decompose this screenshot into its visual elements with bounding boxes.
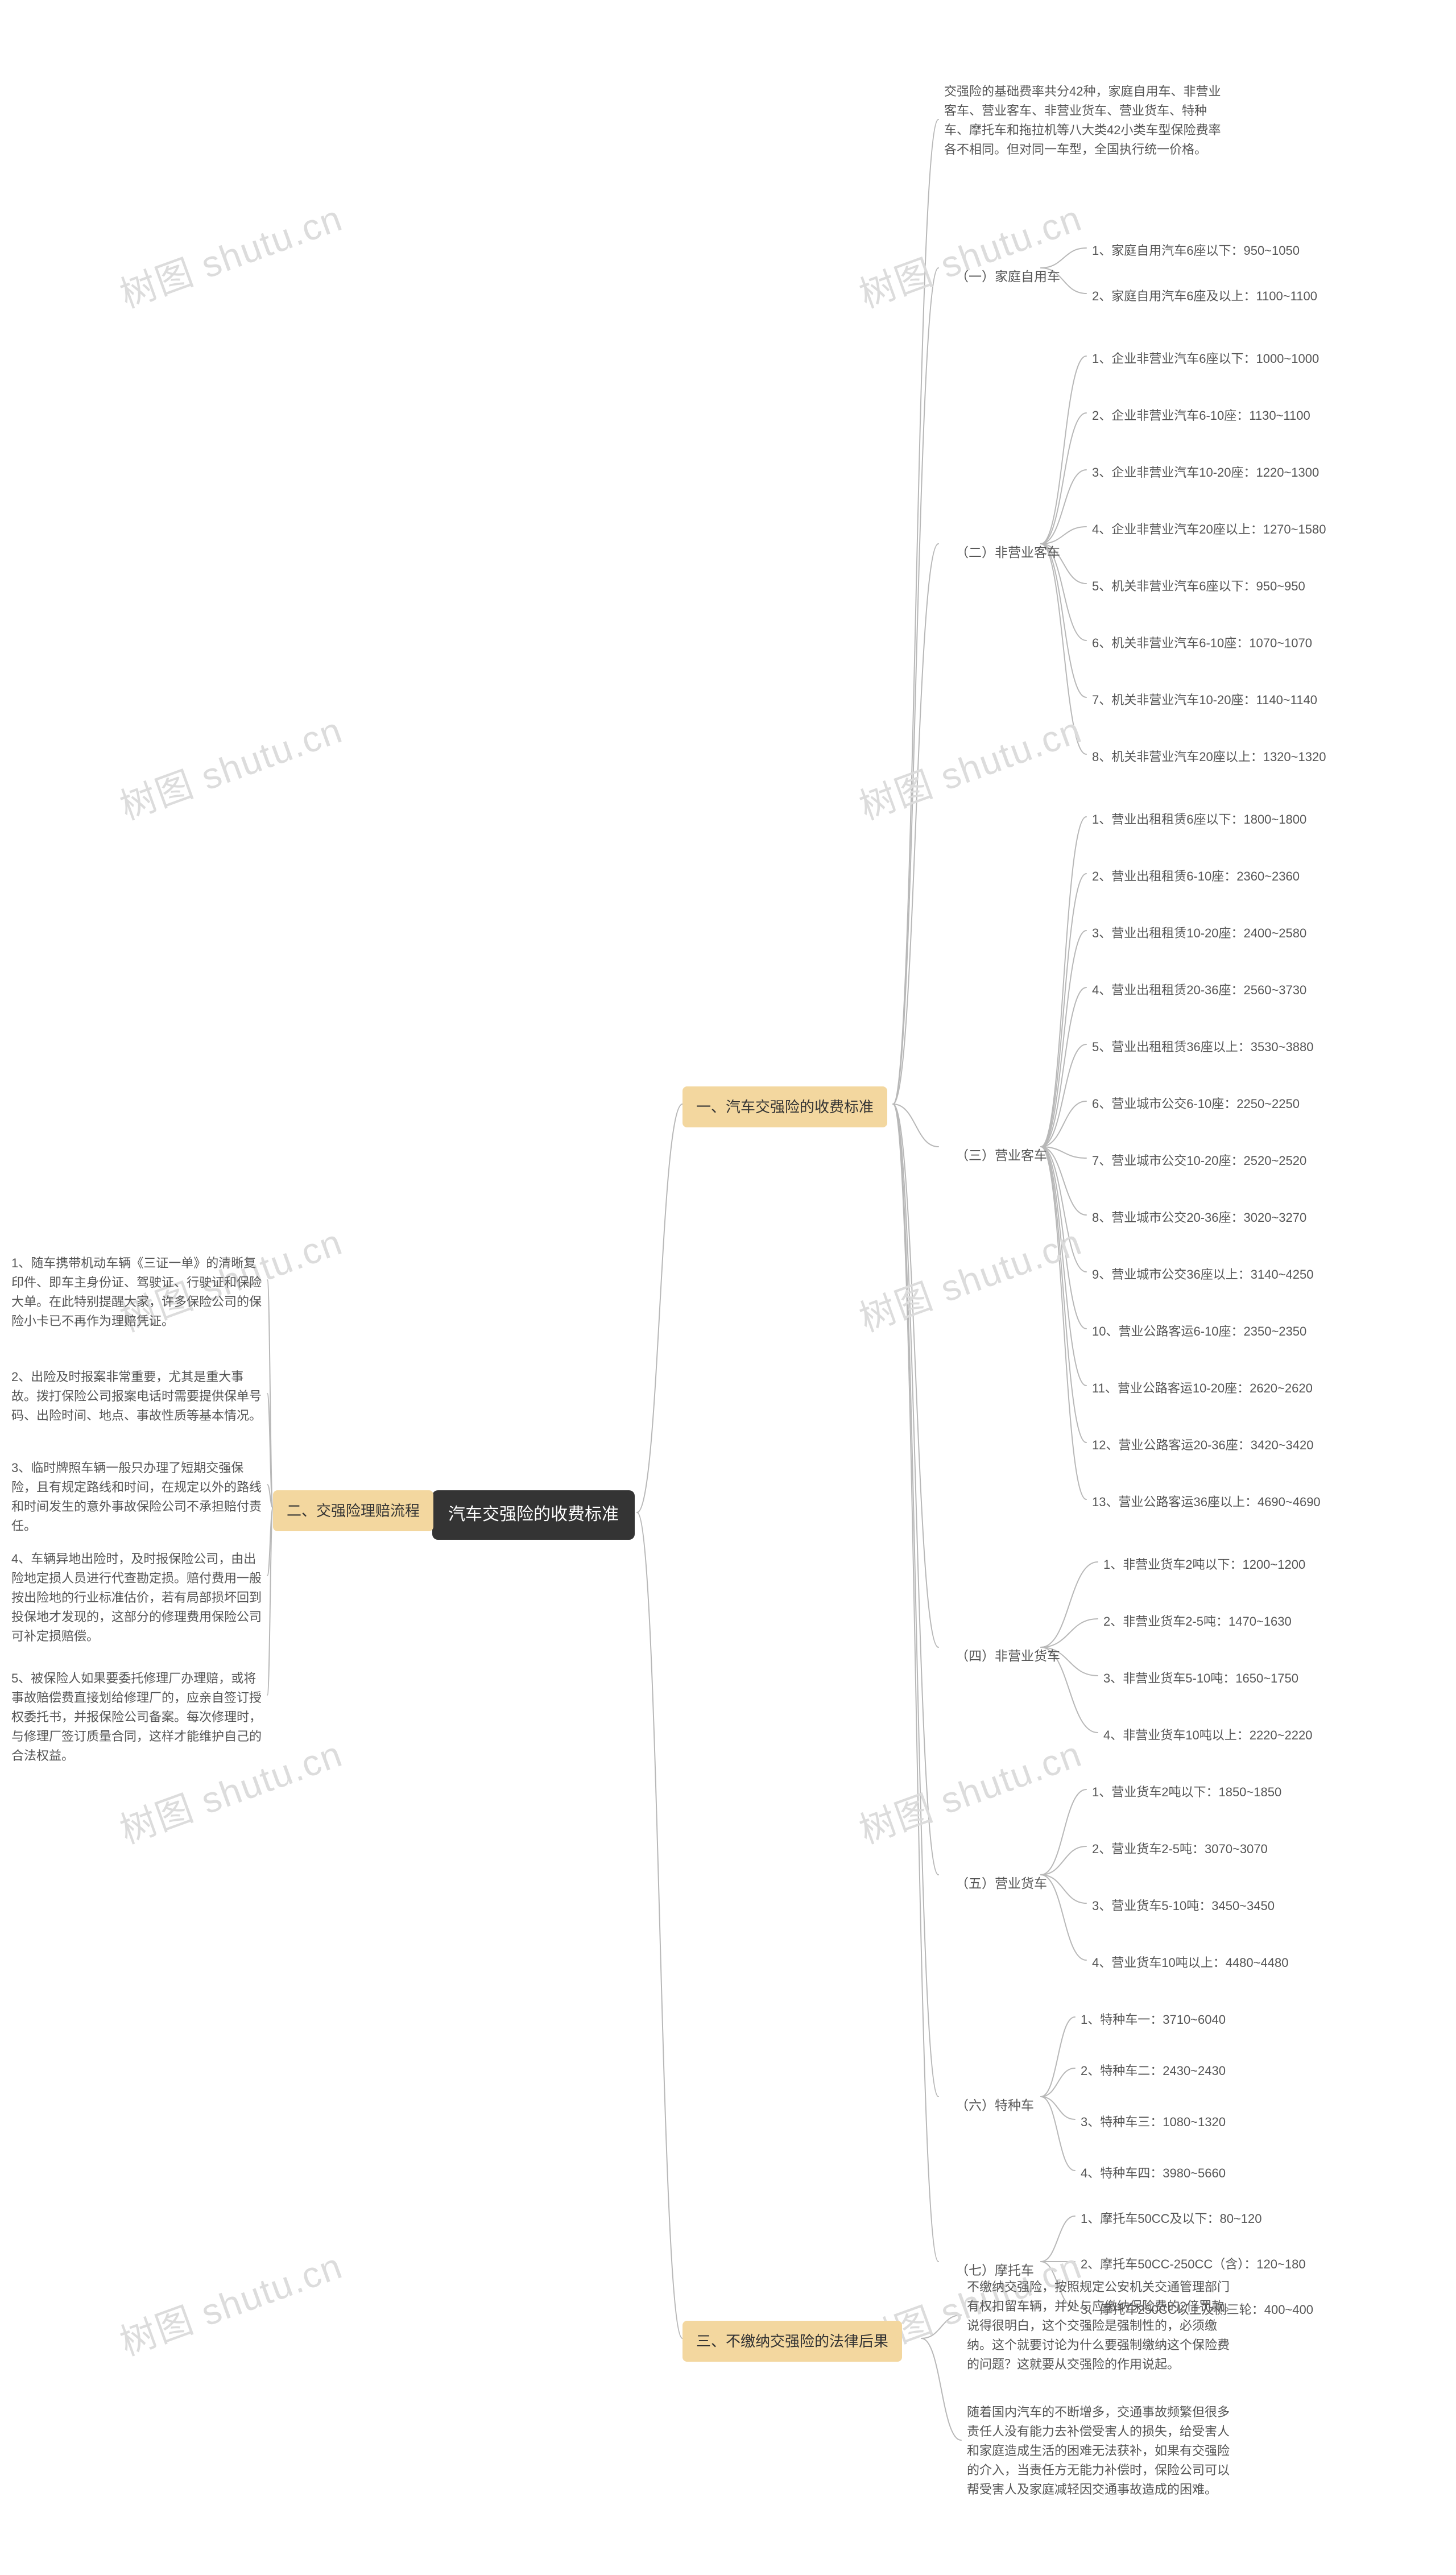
subcat-c6: （六）特种车 — [944, 2088, 1045, 2124]
leaf-c3-12: 13、营业公路客运36座以上：4690~4690 — [1092, 1490, 1321, 1514]
b3-item-1: 随着国内汽车的不断增多，交通事故频繁但很多责任人没有能力去补偿受害人的损失，给受… — [967, 2400, 1240, 2502]
watermark: 树图 shutu.cn — [112, 701, 349, 830]
branch-1: 一、汽车交强险的收费标准 — [682, 1086, 887, 1127]
subcat-c1: （一）家庭自用车 — [944, 259, 1072, 295]
leaf-c5-3: 4、营业货车10吨以上：4480~4480 — [1092, 1951, 1288, 1975]
leaf-c3-1: 2、营业出租租赁6-10座：2360~2360 — [1092, 865, 1300, 888]
leaf-c3-3: 4、营业出租租赁20-36座：2560~3730 — [1092, 978, 1306, 1002]
leaf-c3-2: 3、营业出租租赁10-20座：2400~2580 — [1092, 921, 1306, 945]
leaf-c2-3: 4、企业非营业汽车20座以上：1270~1580 — [1092, 518, 1326, 542]
leaf-c3-6: 7、营业城市公交10-20座：2520~2520 — [1092, 1149, 1306, 1173]
subcat-c3: （三）营业客车 — [944, 1138, 1058, 1174]
subcat-c4: （四）非营业货车 — [944, 1638, 1072, 1675]
leaf-c3-0: 1、营业出租租赁6座以下：1800~1800 — [1092, 808, 1306, 832]
leaf-c4-3: 4、非营业货车10吨以上：2220~2220 — [1103, 1723, 1312, 1747]
leaf-c4-1: 2、非营业货车2-5吨：1470~1630 — [1103, 1610, 1292, 1634]
leaf-c3-5: 6、营业城市公交6-10座：2250~2250 — [1092, 1092, 1300, 1116]
leaf-c6-3: 4、特种车四：3980~5660 — [1081, 2161, 1226, 2185]
leaf-c5-1: 2、营业货车2-5吨：3070~3070 — [1092, 1837, 1268, 1861]
root-node: 汽车交强险的收费标准 — [432, 1490, 635, 1540]
leaf-c1-0: 1、家庭自用汽车6座以下：950~1050 — [1092, 239, 1300, 263]
leaf-c2-2: 3、企业非营业汽车10-20座：1220~1300 — [1092, 461, 1319, 485]
leaf-c7-0: 1、摩托车50CC及以下：80~120 — [1081, 2207, 1262, 2231]
leaf-c3-11: 12、营业公路客运20-36座：3420~3420 — [1092, 1433, 1313, 1457]
branch-2: 二、交强险理赔流程 — [273, 1490, 433, 1531]
leaf-c3-8: 9、营业城市公交36座以上：3140~4250 — [1092, 1263, 1313, 1287]
subcat-c5: （五）营业货车 — [944, 1866, 1058, 1902]
leaf-c6-0: 1、特种车一：3710~6040 — [1081, 2008, 1226, 2032]
leaf-c3-10: 11、营业公路客运10-20座：2620~2620 — [1092, 1377, 1313, 1400]
leaf-c2-4: 5、机关非营业汽车6座以下：950~950 — [1092, 574, 1305, 598]
leaf-c2-0: 1、企业非营业汽车6座以下：1000~1000 — [1092, 347, 1319, 371]
watermark: 树图 shutu.cn — [851, 701, 1088, 830]
leaf-c6-2: 3、特种车三：1080~1320 — [1081, 2110, 1226, 2134]
leaf-c3-4: 5、营业出租租赁36座以上：3530~3880 — [1092, 1035, 1313, 1059]
b2-item-0: 1、随车携带机动车辆《三证一单》的清晰复印件、即车主身份证、驾驶证、行驶证和保险… — [11, 1251, 262, 1333]
watermark: 树图 shutu.cn — [112, 2237, 349, 2366]
b2-item-3: 4、车辆异地出险时，及时报保险公司，由出险地定损人员进行代查勘定损。赔付费用一般… — [11, 1547, 262, 1648]
leaf-c1-1: 2、家庭自用汽车6座及以上：1100~1100 — [1092, 284, 1317, 308]
leaf-c5-2: 3、营业货车5-10吨：3450~3450 — [1092, 1894, 1275, 1918]
leaf-c3-7: 8、营业城市公交20-36座：3020~3270 — [1092, 1206, 1306, 1230]
leaf-c2-6: 7、机关非营业汽车10-20座：1140~1140 — [1092, 688, 1317, 712]
leaf-c3-9: 10、营业公路客运6-10座：2350~2350 — [1092, 1320, 1306, 1344]
b2-item-2: 3、临时牌照车辆一般只办理了短期交强保险，且有规定路线和时间，在规定以外的路线和… — [11, 1456, 262, 1538]
b3-item-0: 不缴纳交强险，按照规定公安机关交通管理部门有权扣留车辆，并处与应缴纳保险费的2倍… — [967, 2275, 1240, 2376]
b1-intro: 交强险的基础费率共分42种，家庭自用车、非营业客车、营业客车、非营业货车、营业货… — [944, 80, 1228, 162]
leaf-c2-7: 8、机关非营业汽车20座以上：1320~1320 — [1092, 745, 1326, 769]
b2-item-1: 2、出险及时报案非常重要，尤其是重大事故。拨打保险公司报案电话时需要提供保单号码… — [11, 1365, 262, 1428]
subcat-c2: （二）非营业客车 — [944, 535, 1072, 571]
watermark: 树图 shutu.cn — [851, 1725, 1088, 1854]
b2-item-4: 5、被保险人如果要委托修理厂办理赔，或将事故赔偿费直接划给修理厂的，应亲自签订授… — [11, 1667, 262, 1768]
leaf-c4-2: 3、非营业货车5-10吨：1650~1750 — [1103, 1667, 1298, 1691]
watermark: 树图 shutu.cn — [851, 189, 1088, 319]
leaf-c5-0: 1、营业货车2吨以下：1850~1850 — [1092, 1780, 1281, 1804]
branch-3: 三、不缴纳交强险的法律后果 — [682, 2321, 902, 2362]
leaf-c7-1: 2、摩托车50CC-250CC（含）：120~180 — [1081, 2252, 1306, 2276]
leaf-c2-5: 6、机关非营业汽车6-10座：1070~1070 — [1092, 631, 1312, 655]
watermark: 树图 shutu.cn — [112, 189, 349, 319]
leaf-c2-1: 2、企业非营业汽车6-10座：1130~1100 — [1092, 404, 1310, 428]
leaf-c4-0: 1、非营业货车2吨以下：1200~1200 — [1103, 1553, 1305, 1577]
watermark: 树图 shutu.cn — [851, 1213, 1088, 1342]
leaf-c6-1: 2、特种车二：2430~2430 — [1081, 2059, 1226, 2083]
